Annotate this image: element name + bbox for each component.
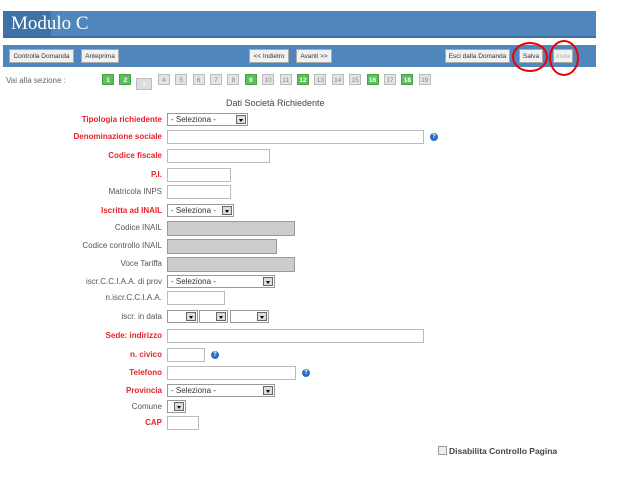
annotation-circle: [549, 40, 579, 76]
cap-label: CAP: [145, 418, 162, 427]
n-cciaa-label: n.iscr.C.C.I.A.A.: [105, 293, 162, 302]
voce-input: [167, 257, 295, 272]
voce-label: Voce Tariffa: [120, 259, 162, 268]
disabilita-label: Disabilita Controllo Pagina: [449, 446, 558, 456]
sede-label: Sede: indirizzo: [105, 331, 162, 340]
section-button-6[interactable]: 6: [192, 74, 205, 85]
section-button-12[interactable]: 12: [297, 74, 309, 85]
section-button-2[interactable]: 2: [119, 74, 132, 85]
codice-inail-label: Codice INAIL: [114, 223, 162, 232]
provincia-label: Provincia: [125, 386, 162, 395]
select-value: - Seleziona -: [171, 206, 216, 215]
pi-label: P.I.: [151, 170, 162, 179]
section-button-3[interactable]: 3: [135, 78, 152, 90]
civico-input[interactable]: [167, 348, 205, 362]
controllo-inail-label: Codice controllo INAIL: [82, 241, 162, 250]
tipologia-label: Tipologia richiedente: [81, 115, 162, 124]
page-title: Modulo C: [11, 13, 89, 34]
inail-select[interactable]: - Seleziona -: [167, 204, 234, 217]
controllo-inail-input: [167, 239, 277, 254]
section-button-19[interactable]: 19: [418, 74, 431, 85]
help-icon[interactable]: ?: [211, 351, 219, 359]
date-year-select[interactable]: [230, 310, 269, 323]
chevron-down-icon: [186, 312, 196, 321]
select-value: - Seleziona -: [171, 277, 216, 286]
telefono-label: Telefono: [129, 368, 162, 377]
provincia-select[interactable]: - Seleziona -: [167, 384, 275, 397]
chevron-down-icon: [236, 115, 246, 124]
n-cciaa-input[interactable]: [167, 291, 225, 305]
sede-input[interactable]: [167, 329, 424, 343]
chevron-down-icon: [257, 312, 267, 321]
cap-input[interactable]: [167, 416, 199, 430]
cciaa-prov-label: iscr.C.C.I.A.A. di prov: [85, 277, 162, 286]
section-button-14[interactable]: 14: [331, 74, 344, 85]
section-button-8[interactable]: 8: [227, 74, 240, 85]
codice-fiscale-label: Codice fiscale: [108, 151, 162, 160]
section-button-4[interactable]: 4: [157, 74, 170, 85]
section-button-7[interactable]: 7: [210, 74, 222, 85]
avanti-button[interactable]: Avanti >>: [296, 49, 332, 63]
comune-select[interactable]: [167, 400, 186, 413]
section-button-10[interactable]: 10: [262, 74, 275, 85]
matricola-input[interactable]: [167, 185, 231, 199]
chevron-down-icon: [174, 402, 184, 411]
section-button-11[interactable]: 11: [279, 74, 292, 85]
select-value: - Seleziona -: [171, 115, 216, 124]
section-button-13[interactable]: 13: [314, 74, 327, 85]
inail-label: Iscritta ad INAIL: [101, 206, 162, 215]
cciaa-prov-select[interactable]: - Seleziona -: [167, 275, 275, 288]
section-button-1[interactable]: 1: [102, 74, 114, 85]
annotation-circle: [512, 42, 548, 72]
chevron-down-icon: [263, 277, 273, 286]
disabilita-checkbox[interactable]: [438, 446, 447, 455]
matricola-label: Matricola INPS: [108, 187, 162, 196]
tipologia-select[interactable]: - Seleziona -: [167, 113, 248, 126]
esci-button[interactable]: Esci dalla Domanda: [445, 49, 510, 63]
anteprima-button[interactable]: Anteprima: [81, 49, 119, 63]
title-bar: Modulo C: [3, 11, 596, 38]
section-button-16[interactable]: 16: [366, 74, 379, 85]
denominazione-input[interactable]: [167, 130, 424, 144]
help-icon[interactable]: ?: [302, 369, 310, 377]
civico-label: n. civico: [129, 350, 162, 359]
section-nav-label: Vai alla sezione :: [6, 76, 66, 85]
select-value: - Seleziona -: [171, 386, 216, 395]
date-month-select[interactable]: [199, 310, 228, 323]
form-heading: Dati Società Richiedente: [226, 98, 325, 108]
telefono-input[interactable]: [167, 366, 296, 380]
pi-input[interactable]: [167, 168, 231, 182]
date-day-select[interactable]: [167, 310, 198, 323]
section-button-15[interactable]: 15: [349, 74, 362, 85]
section-button-9[interactable]: 9: [244, 74, 257, 85]
controlla-domanda-button[interactable]: Controlla Domanda: [9, 49, 74, 63]
section-button-17[interactable]: 17: [384, 74, 396, 85]
chevron-down-icon: [222, 206, 232, 215]
codice-inail-input: [167, 221, 295, 236]
indietro-button[interactable]: << Indietro: [249, 49, 289, 63]
chevron-down-icon: [216, 312, 226, 321]
denominazione-label: Denominazione sociale: [73, 132, 162, 141]
codice-fiscale-input[interactable]: [167, 149, 270, 163]
chevron-down-icon: [263, 386, 273, 395]
section-button-18[interactable]: 18: [401, 74, 414, 85]
help-icon[interactable]: ?: [430, 133, 438, 141]
section-button-5[interactable]: 5: [175, 74, 188, 85]
comune-label: Comune: [131, 402, 162, 411]
data-label: iscr. in data: [121, 312, 162, 321]
